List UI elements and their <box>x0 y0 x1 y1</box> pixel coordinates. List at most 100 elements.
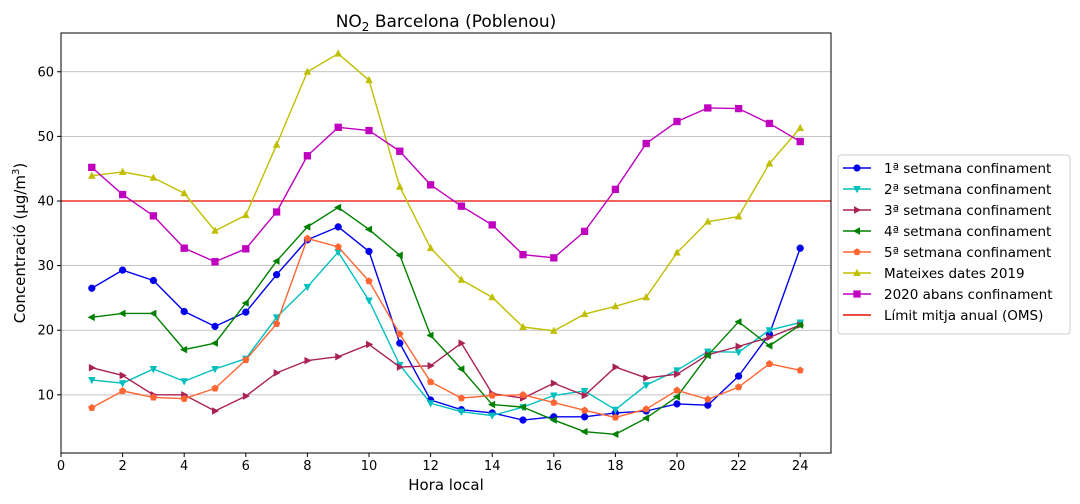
data-point <box>519 322 527 330</box>
data-point <box>149 309 157 318</box>
data-point <box>365 126 373 135</box>
data-point <box>673 400 681 408</box>
data-point <box>580 309 589 318</box>
data-point <box>303 283 312 292</box>
data-point <box>519 250 527 259</box>
data-point <box>335 352 343 361</box>
x-tick-label: 16 <box>546 459 563 474</box>
data-point <box>365 277 373 285</box>
data-point <box>580 406 589 414</box>
data-point <box>458 339 466 347</box>
legend: 1ª setmana confinament 2ª setmana confina… <box>837 154 1071 335</box>
data-point <box>303 234 312 242</box>
data-point <box>580 413 589 421</box>
y-axis-title: Concentració (μg/m3) <box>11 163 29 324</box>
data-point <box>88 363 97 372</box>
x-tick-label: 22 <box>730 459 747 474</box>
x-tick-label: 10 <box>361 459 378 474</box>
data-point <box>673 367 681 375</box>
data-point <box>765 159 774 167</box>
data-point <box>180 244 188 252</box>
data-point <box>488 391 496 399</box>
data-point <box>672 392 680 401</box>
data-point <box>333 203 342 212</box>
plot-area-frame <box>60 32 832 454</box>
legend-label: Límit mitja anual (OMS) <box>884 308 1043 324</box>
x-tick-label: 24 <box>792 459 809 474</box>
y-tick-label: 30 <box>37 259 54 274</box>
data-point <box>673 117 681 126</box>
data-point <box>488 221 496 229</box>
data-point <box>426 331 434 340</box>
data-point <box>211 384 219 392</box>
data-point <box>211 366 219 374</box>
legend-marker <box>853 186 861 194</box>
data-point <box>211 258 219 266</box>
data-point <box>241 299 249 307</box>
data-point <box>519 416 527 424</box>
x-tick-label: 18 <box>607 459 624 474</box>
data-point <box>611 430 619 439</box>
data-point <box>88 284 96 292</box>
data-point <box>519 390 527 398</box>
data-point <box>180 378 189 386</box>
x-tick-label: 14 <box>484 459 501 474</box>
series-line <box>91 324 801 412</box>
data-point <box>211 322 219 331</box>
data-point <box>211 226 219 234</box>
legend-item: 2ª setmana confinament <box>843 182 1051 198</box>
data-point <box>304 356 312 365</box>
data-point <box>580 227 589 236</box>
series-4 <box>87 203 804 439</box>
series-line <box>91 206 801 435</box>
legend-item: 3ª setmana confinament <box>843 203 1051 219</box>
data-point <box>179 345 188 354</box>
legend-label: Mateixes dates 2019 <box>884 266 1025 282</box>
data-point <box>580 427 588 436</box>
x-tick-label: 20 <box>669 459 686 474</box>
x-tick-label: 12 <box>422 459 439 474</box>
data-point <box>334 223 342 231</box>
data-point <box>303 152 312 160</box>
data-point <box>334 123 342 131</box>
data-point <box>734 383 743 391</box>
data-point <box>149 276 158 285</box>
data-point <box>703 351 711 360</box>
data-point <box>334 49 343 57</box>
series-6 <box>87 49 805 334</box>
legend-marker <box>853 164 861 172</box>
data-point <box>796 244 804 252</box>
data-point <box>118 190 127 199</box>
data-point <box>550 379 559 388</box>
data-point <box>765 119 774 128</box>
legend-marker <box>853 248 861 256</box>
data-point <box>734 372 743 380</box>
series-3 <box>88 321 805 415</box>
data-point <box>704 401 712 409</box>
data-point <box>550 254 558 262</box>
series-line <box>91 107 801 263</box>
data-point <box>795 321 804 329</box>
data-point <box>395 251 403 260</box>
data-point <box>611 406 620 414</box>
chart-title: NO2 Barcelona (Poblenou) <box>336 12 557 34</box>
data-point <box>87 377 96 385</box>
data-point <box>549 326 558 334</box>
legend-item: Mateixes dates 2019 <box>843 266 1025 282</box>
data-point <box>488 412 497 420</box>
x-tick-label: 8 <box>303 459 311 474</box>
data-point <box>272 271 281 279</box>
data-point <box>272 140 281 148</box>
legend-marker <box>853 290 861 298</box>
data-point <box>118 266 127 274</box>
data-point <box>766 333 774 342</box>
data-point <box>149 393 158 401</box>
data-point <box>242 356 250 364</box>
data-point <box>457 394 466 402</box>
data-point <box>550 398 558 406</box>
legend-label: 5ª setmana confinament <box>884 245 1051 261</box>
series-layer <box>87 49 805 439</box>
data-point <box>119 371 127 380</box>
data-point <box>549 416 557 424</box>
data-point <box>488 293 497 301</box>
